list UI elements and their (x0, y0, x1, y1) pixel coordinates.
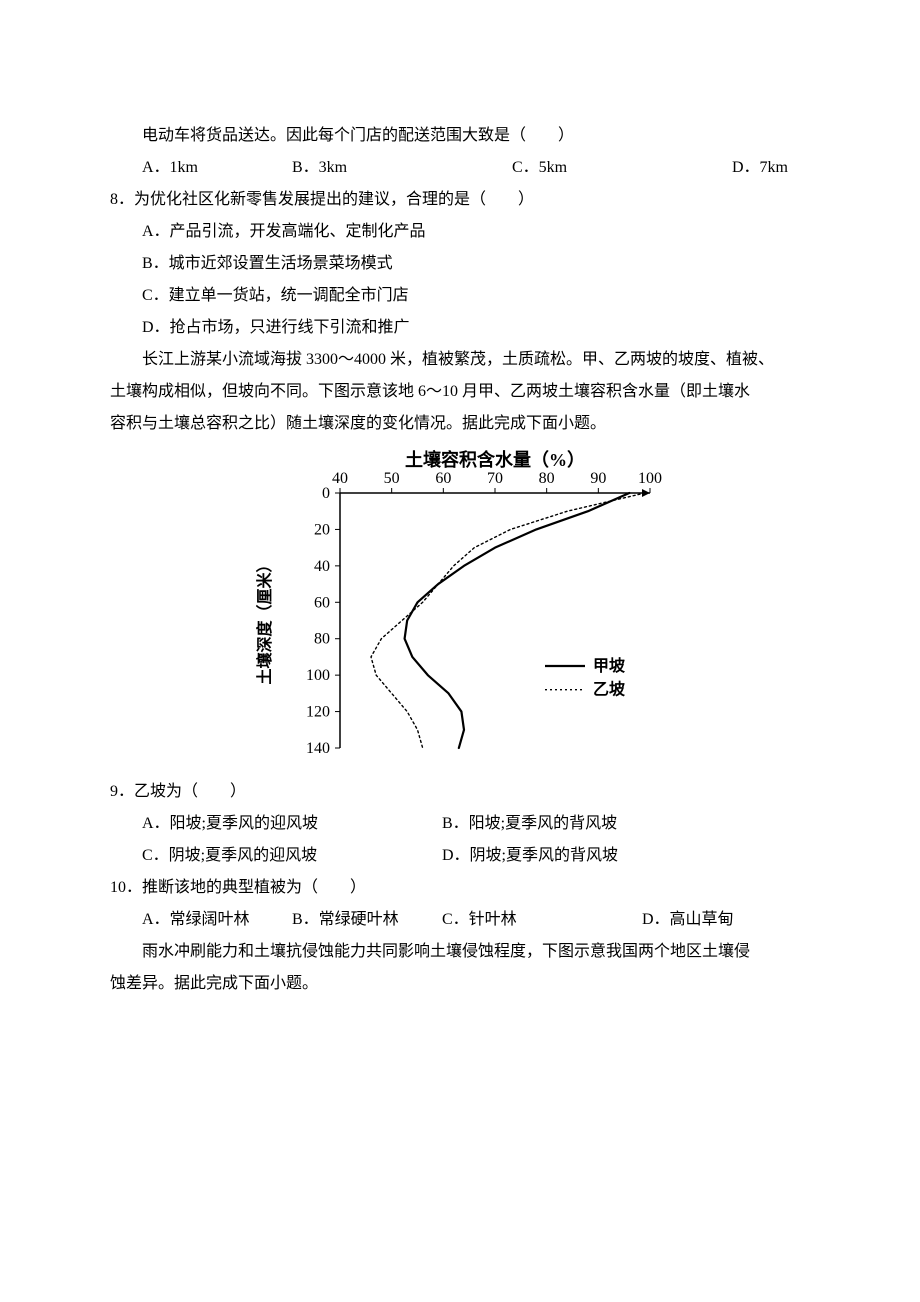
q9-opt-c: C．阴坡;夏季风的迎风坡 (142, 840, 442, 872)
svg-text:100: 100 (306, 667, 330, 684)
svg-text:60: 60 (435, 470, 451, 487)
svg-text:120: 120 (306, 704, 330, 721)
q8-opt-c: C．建立单一货站，统一调配全市门店 (110, 280, 810, 312)
passage2-line1: 长江上游某小流域海拔 3300～4000 米，植被繁茂，土质疏松。甲、乙两坡的坡… (110, 344, 810, 376)
svg-text:100: 100 (638, 470, 662, 487)
q9-opt-b: B．阳坡;夏季风的背风坡 (442, 808, 742, 840)
q10-opt-c: C．针叶林 (442, 904, 642, 936)
q7-options: A．1km B．3km C．5km D．7km (110, 152, 810, 184)
q9-stem: 9．乙坡为（ ） (110, 776, 810, 808)
passage2-line3: 容积与土壤总容积之比）随土壤深度的变化情况。据此完成下面小题。 (110, 408, 810, 440)
q10-stem: 10．推断该地的典型植被为（ ） (110, 872, 810, 904)
svg-text:50: 50 (384, 470, 400, 487)
svg-text:90: 90 (590, 470, 606, 487)
q8-opt-a: A．产品引流，开发高端化、定制化产品 (110, 216, 810, 248)
q8-stem: 8．为优化社区化新零售发展提出的建议，合理的是（ ） (110, 184, 810, 216)
q9-opt-d: D．阴坡;夏季风的背风坡 (442, 840, 742, 872)
q8-opt-d: D．抢占市场，只进行线下引流和推广 (110, 312, 810, 344)
svg-text:甲坡: 甲坡 (593, 656, 626, 675)
q7-opt-c: C．5km (512, 152, 732, 184)
passage2-line2: 土壤构成相似，但坡向不同。下图示意该地 6～10 月甲、乙两坡土壤容积含水量（即… (110, 376, 810, 408)
svg-text:80: 80 (314, 631, 330, 648)
svg-text:140: 140 (306, 740, 330, 757)
svg-text:土壤容积含水量（%）: 土壤容积含水量（%） (405, 449, 585, 470)
passage3-line2: 蚀差异。据此完成下面小题。 (110, 968, 810, 1000)
q9-row2: C．阴坡;夏季风的迎风坡 D．阴坡;夏季风的背风坡 (110, 840, 810, 872)
q7-opt-b: B．3km (292, 152, 512, 184)
q7-stem-cont: 电动车将货品送达。因此每个门店的配送范围大致是（ ） (110, 120, 810, 152)
q10-opt-d: D．高山草甸 (642, 904, 734, 936)
svg-text:40: 40 (314, 558, 330, 575)
passage3-line1: 雨水冲刷能力和土壤抗侵蚀能力共同影响土壤侵蚀程度，下图示意我国两个地区土壤侵 (110, 936, 810, 968)
svg-text:70: 70 (487, 470, 503, 487)
q9-row1: A．阳坡;夏季风的迎风坡 B．阳坡;夏季风的背风坡 (110, 808, 810, 840)
svg-text:土壤深度（厘米）: 土壤深度（厘米） (255, 556, 274, 684)
svg-text:60: 60 (314, 594, 330, 611)
svg-text:80: 80 (539, 470, 555, 487)
svg-text:0: 0 (322, 485, 330, 502)
q10-opt-a: A．常绿阔叶林 (142, 904, 292, 936)
q10-row: A．常绿阔叶林 B．常绿硬叶林 C．针叶林 D．高山草甸 (110, 904, 810, 936)
q9-opt-a: A．阳坡;夏季风的迎风坡 (142, 808, 442, 840)
soil-moisture-chart: 土壤容积含水量（%） 40 50 60 70 80 90 100 0 20 40 60 80 100 120… (110, 448, 810, 768)
svg-text:20: 20 (314, 521, 330, 538)
q8-opt-b: B．城市近郊设置生活场景菜场模式 (110, 248, 810, 280)
svg-text:40: 40 (332, 470, 348, 487)
q7-opt-d: D．7km (732, 152, 788, 184)
svg-text:乙坡: 乙坡 (593, 680, 626, 699)
q10-opt-b: B．常绿硬叶林 (292, 904, 442, 936)
q7-opt-a: A．1km (142, 152, 292, 184)
